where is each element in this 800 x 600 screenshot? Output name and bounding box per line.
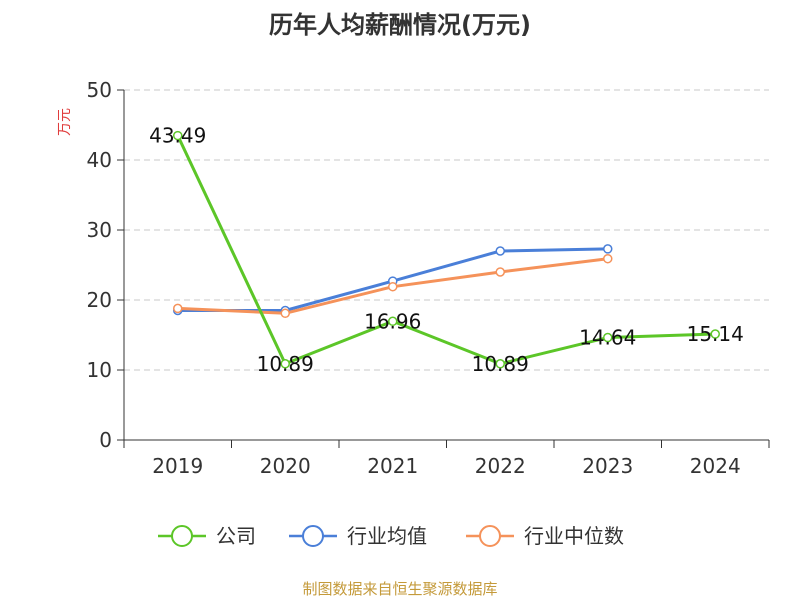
data-label: 43.49 — [149, 124, 206, 148]
y-tick-label: 10 — [87, 358, 112, 382]
data-point[interactable] — [710, 329, 720, 339]
data-point[interactable] — [388, 316, 398, 327]
y-tick-label: 40 — [87, 148, 112, 172]
x-tick-label: 2022 — [475, 454, 526, 478]
data-label: 10.89 — [257, 352, 314, 376]
x-tick-label: 2021 — [367, 454, 418, 478]
legend-item-0[interactable]: 公司 — [158, 524, 256, 548]
legend-marker — [479, 525, 501, 547]
legend-label: 公司 — [216, 524, 256, 548]
x-tick-label: 2020 — [260, 454, 311, 478]
data-point[interactable] — [173, 130, 183, 141]
data-point[interactable] — [495, 246, 505, 256]
grid — [124, 89, 769, 371]
y-tick-label: 0 — [99, 428, 112, 452]
data-label: 14.64 — [579, 326, 636, 350]
x-tick-label: 2024 — [690, 454, 741, 478]
legend-marker — [302, 525, 324, 547]
source-note: 制图数据来自恒生聚源数据库 — [302, 580, 497, 598]
x-tick-label: 2023 — [582, 454, 633, 478]
data-point[interactable] — [603, 332, 613, 343]
legend-item-1[interactable]: 行业均值 — [289, 524, 427, 548]
legend-label: 行业均值 — [347, 524, 427, 548]
data-label: 10.89 — [472, 352, 529, 376]
data-point[interactable] — [388, 281, 398, 292]
legend-marker — [171, 525, 193, 547]
y-tick-label: 30 — [87, 218, 112, 242]
data-point[interactable] — [173, 303, 183, 314]
data-point[interactable] — [495, 359, 505, 369]
series-line-0 — [176, 134, 716, 366]
legend-label: 行业中位数 — [524, 524, 624, 548]
y-tick-label: 50 — [87, 78, 112, 102]
axes: 0 10 20 30 40 50 2019 2020 2021 2022 2023 2024 — [87, 78, 770, 478]
y-tick-label: 20 — [87, 288, 112, 312]
data-point[interactable] — [280, 359, 290, 369]
legend[interactable]: 公司 行业均值 行业中位数 — [158, 524, 624, 548]
data-point[interactable] — [280, 308, 290, 319]
data-point[interactable] — [495, 267, 505, 277]
data-labels: 43.49 10.89 16.96 10.89 14.64 15.14 — [149, 124, 744, 376]
data-point[interactable] — [603, 253, 613, 264]
series-group — [173, 130, 720, 369]
x-tick-label: 2019 — [152, 454, 203, 478]
data-point[interactable] — [603, 244, 613, 254]
y-axis-label: 万元 — [57, 108, 73, 136]
chart-title: 历年人均薪酬情况(万元) — [269, 11, 531, 39]
legend-item-2[interactable]: 行业中位数 — [466, 524, 624, 548]
data-label: 16.96 — [364, 309, 421, 333]
data-label: 15.14 — [687, 322, 744, 346]
